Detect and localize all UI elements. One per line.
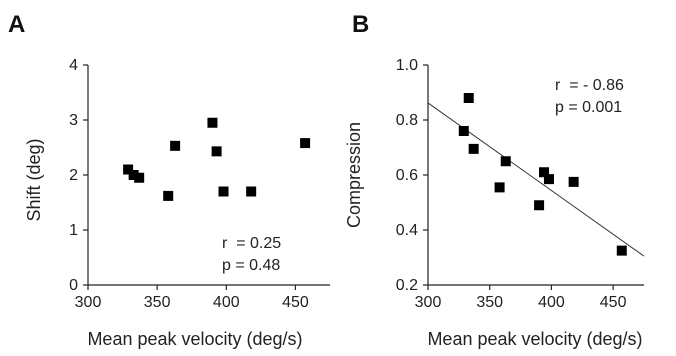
y-tick-label-a: 2: [69, 167, 78, 184]
y-axis-title-a: Shift (deg): [24, 138, 44, 221]
p-value-b: p = 0.001: [555, 99, 622, 116]
data-point-b: [616, 245, 627, 256]
data-point-a: [246, 186, 257, 197]
panel-b: B Compression Mean peak velocity (deg/s)…: [344, 11, 645, 349]
r-value-a: r = 0.25: [222, 235, 281, 252]
data-point-b: [539, 167, 550, 178]
panel-a: A Shift (deg) Mean peak velocity (deg/s)…: [8, 11, 330, 349]
data-point-a: [207, 117, 218, 128]
x-tick-label-a: 300: [75, 294, 102, 311]
data-point-a: [300, 138, 311, 149]
y-tick-label-b: 0.2: [396, 277, 418, 294]
data-point-a: [170, 140, 181, 151]
data-point-b: [494, 182, 505, 193]
x-axis-title-b: Mean peak velocity (deg/s): [427, 329, 642, 349]
r-value-b: r = - 0.86: [555, 77, 624, 94]
x-axis-title-a: Mean peak velocity (deg/s): [87, 329, 302, 349]
axes-b: 0.2 0.4 0.6 0.8 1.0 300 350 400 450: [396, 57, 644, 311]
y-tick-label-b: 0.8: [396, 112, 418, 129]
x-tick-label-b: 350: [476, 294, 503, 311]
y-tick-label-a: 4: [69, 57, 78, 74]
x-tick-label-a: 450: [282, 294, 309, 311]
data-point-a: [211, 146, 222, 157]
axes-a: 0 1 2 3 4 300 350 400 450: [69, 57, 330, 311]
panel-letter-b: B: [352, 11, 369, 38]
panel-letter-a: A: [8, 11, 25, 38]
data-point-b: [500, 156, 511, 167]
scatter-points-b: [458, 93, 627, 256]
y-tick-label-b: 1.0: [396, 57, 418, 74]
data-point-a: [134, 172, 145, 183]
x-tick-label-b: 300: [415, 294, 442, 311]
data-point-b: [463, 93, 474, 103]
x-tick-label-a: 400: [213, 294, 240, 311]
regression-group-b: [427, 102, 645, 257]
data-point-a: [128, 170, 139, 180]
data-point-a: [163, 190, 174, 201]
scatter-points-a: [123, 117, 311, 201]
p-value-a: p = 0.48: [222, 257, 280, 274]
data-point-b: [468, 143, 479, 154]
y-axis-title-b: Compression: [344, 122, 364, 228]
x-tick-label-b: 400: [538, 294, 565, 311]
x-tick-label-b: 450: [600, 294, 627, 311]
regression-line-b: [427, 102, 645, 257]
y-tick-label-b: 0.4: [396, 222, 418, 239]
y-tick-label-b: 0.6: [396, 167, 418, 184]
data-point-a: [123, 164, 134, 175]
data-point-b: [568, 176, 579, 187]
x-tick-label-a: 350: [144, 294, 171, 311]
data-point-b: [543, 174, 554, 185]
data-point-a: [218, 186, 229, 197]
y-tick-label-a: 0: [69, 277, 78, 294]
y-tick-label-a: 1: [69, 222, 78, 239]
data-point-b: [458, 126, 469, 136]
y-tick-label-a: 3: [69, 112, 78, 129]
data-point-b: [534, 200, 545, 211]
